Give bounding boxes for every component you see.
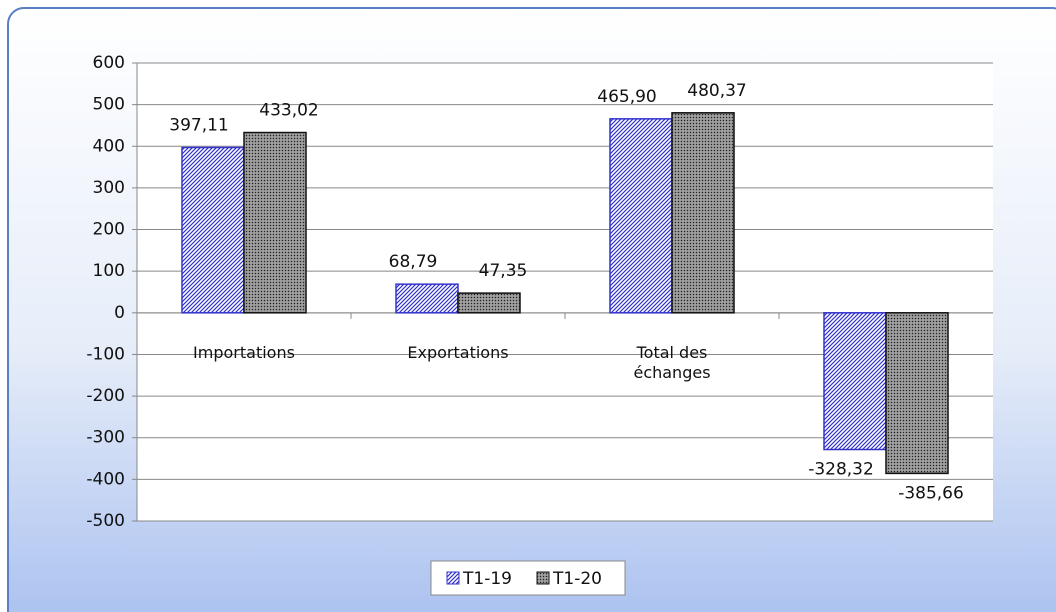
bar: [885, 312, 949, 475]
legend-box: [430, 560, 626, 596]
x-tick-label-box: Importations: [193, 342, 295, 362]
y-tick-label: -500: [86, 511, 125, 531]
y-tick-label: 500: [93, 95, 125, 115]
value-label: 47,35: [479, 261, 528, 281]
y-tick-label: -200: [86, 386, 125, 406]
bar: [823, 312, 887, 451]
value-label: 480,37: [687, 81, 746, 101]
value-label: -385,66: [898, 483, 964, 503]
bar: [671, 112, 735, 314]
legend-label: T1-20: [552, 569, 602, 589]
y-tick-label: -300: [86, 428, 125, 448]
y-tick-label: 0: [114, 303, 125, 323]
bar: [181, 146, 245, 314]
legend-swatch: [446, 571, 460, 585]
x-tick-label: Total des échanges: [633, 342, 711, 382]
legend-swatch: [536, 571, 550, 585]
x-tick-label-box: Exportations: [407, 342, 509, 362]
x-tick-label: Importations: [193, 342, 295, 362]
y-tick-label: -400: [86, 469, 125, 489]
y-tick-label: 100: [93, 261, 125, 281]
bar: [609, 118, 673, 314]
y-tick-label: -100: [86, 344, 125, 364]
x-tick-label: Exportations: [407, 342, 509, 362]
bar: [457, 292, 521, 314]
value-label: 397,11: [169, 115, 228, 135]
value-label: -328,32: [808, 460, 874, 480]
bar: [395, 283, 459, 314]
value-label: 68,79: [389, 252, 438, 272]
value-label: 433,02: [259, 101, 318, 121]
value-label: 465,90: [597, 87, 656, 107]
y-tick-label: 300: [93, 178, 125, 198]
y-tick-label: 200: [93, 220, 125, 240]
legend-label: T1-19: [462, 569, 512, 589]
y-tick-label: 600: [93, 53, 125, 73]
x-tick-label-box: Total des échanges: [633, 342, 711, 382]
y-tick-label: 400: [93, 136, 125, 156]
bar: [243, 131, 307, 314]
